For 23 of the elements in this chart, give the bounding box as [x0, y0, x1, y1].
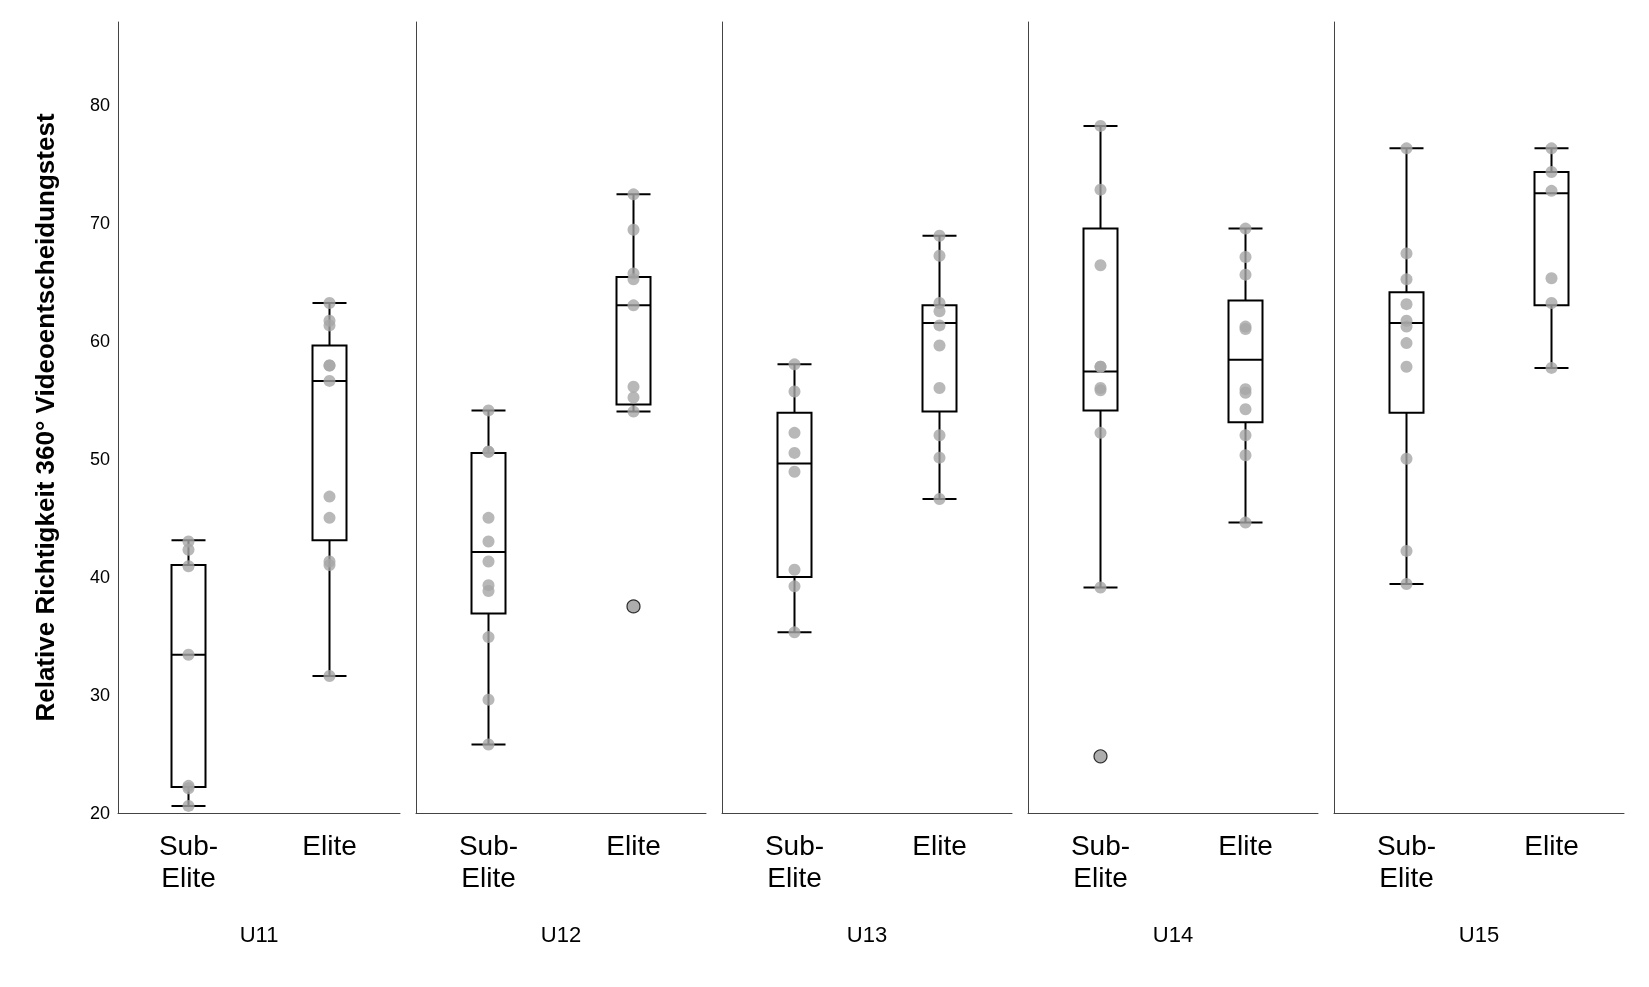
x-tick-label: Sub- Elite [1070, 829, 1131, 893]
y-tick-label: 40 [89, 566, 110, 587]
x-tick-label: Elite [1218, 829, 1273, 861]
x-tick-label: Elite [912, 829, 967, 861]
x-axis-title: U15 [1458, 921, 1500, 947]
y-tick-label: 70 [89, 212, 110, 233]
x-axis-title: U13 [846, 921, 888, 947]
y-tick-label: 80 [89, 94, 110, 115]
x-axis-title: U11 [239, 921, 279, 947]
x-tick-label: Sub- Elite [458, 829, 519, 893]
y-tick-label: 50 [89, 448, 110, 469]
y-tick-label: 30 [89, 684, 110, 705]
x-tick-label: Sub- Elite [764, 829, 825, 893]
y-tick-label: 60 [89, 330, 110, 351]
x-tick-label: Elite [302, 829, 357, 861]
x-tick-label: Elite [1524, 829, 1579, 861]
y-tick-label: 20 [89, 803, 110, 823]
x-axis-title: U12 [540, 921, 582, 947]
x-tick-label: Sub- Elite [1376, 829, 1437, 893]
x-tick-label: Sub- Elite [158, 829, 219, 893]
x-axis-title: U14 [1152, 921, 1194, 947]
y-axis-title: Relative Richtigkeit 360° Videoentscheidungstest [30, 113, 60, 722]
x-tick-label: Elite [606, 829, 661, 861]
